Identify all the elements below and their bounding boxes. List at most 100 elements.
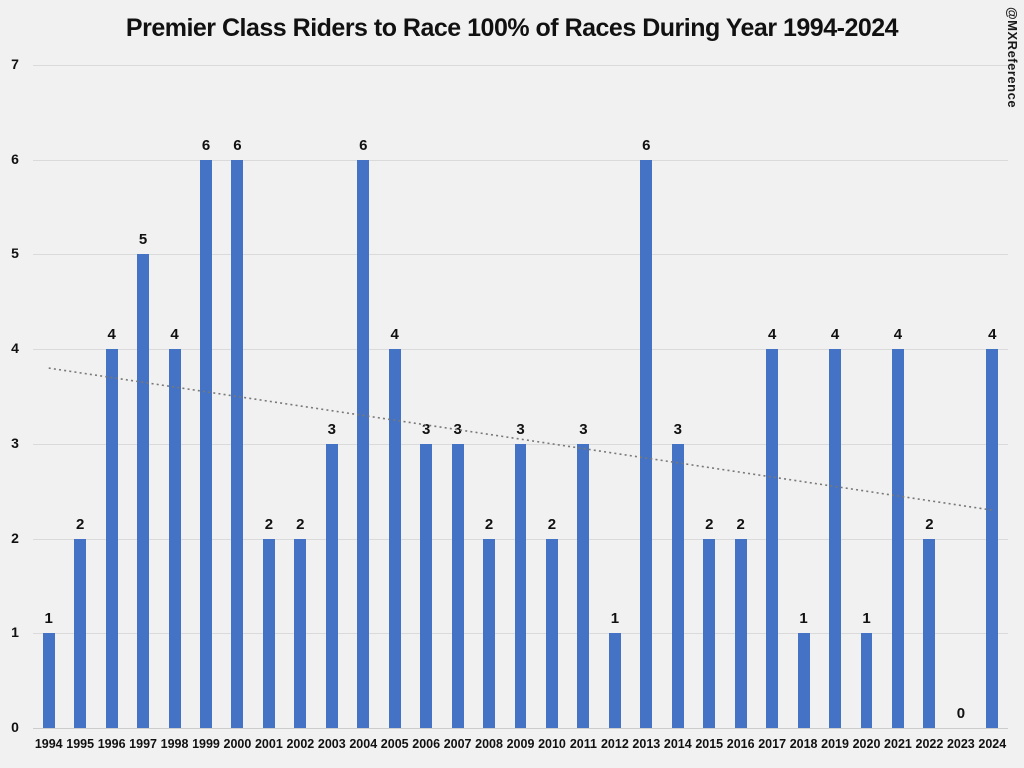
y-tick-5: 5 <box>11 245 19 262</box>
data-label-2014: 3 <box>673 420 682 438</box>
data-label-1994: 1 <box>44 610 53 628</box>
bar-group-2017: 4 <box>756 65 787 728</box>
y-tick-1: 1 <box>11 624 19 641</box>
x-tick-2001: 2001 <box>254 737 283 751</box>
bar-2012 <box>608 633 621 728</box>
data-label-2017: 4 <box>767 326 777 344</box>
bar-group-2006: 3 <box>410 65 441 728</box>
bar-1995 <box>74 538 87 728</box>
watermark: @MXReference <box>1005 7 1020 109</box>
bar-2024 <box>986 349 999 728</box>
bar-group-1999: 6 <box>190 65 221 728</box>
y-tick-2: 2 <box>11 529 19 546</box>
bar-1994 <box>42 633 55 728</box>
bar-group-2005: 4 <box>379 65 410 728</box>
data-label-2002: 2 <box>296 515 305 533</box>
bar-group-1995: 2 <box>64 65 95 728</box>
bar-1999 <box>200 159 212 728</box>
bar-2001 <box>262 538 275 728</box>
bar-2008 <box>483 538 496 728</box>
bar-1996 <box>105 349 118 728</box>
bar-2017 <box>766 349 779 728</box>
bar-2000 <box>231 159 244 728</box>
x-tick-2015: 2015 <box>695 737 724 751</box>
bar-group-2011: 3 <box>568 65 599 728</box>
x-tick-2008: 2008 <box>475 737 503 751</box>
data-label-2020: 1 <box>862 610 871 628</box>
bar-2003 <box>325 443 338 728</box>
data-label-2018: 1 <box>799 610 808 628</box>
x-tick-2014: 2014 <box>663 737 692 751</box>
x-tick-2011: 2011 <box>569 737 597 751</box>
x-tick-2003: 2003 <box>317 737 346 751</box>
data-label-2007: 3 <box>453 420 462 438</box>
data-label-2001: 2 <box>264 515 274 533</box>
bar-group-2019: 4 <box>819 65 850 728</box>
bar-2009 <box>514 443 527 728</box>
bar-group-1994: 1 <box>33 65 64 728</box>
bar-group-2016: 2 <box>725 65 756 728</box>
data-label-2015: 2 <box>705 515 714 533</box>
data-label-2012: 1 <box>610 610 620 628</box>
bar-2013 <box>640 159 653 728</box>
chart-title: Premier Class Riders to Race 100% of Rac… <box>125 14 899 42</box>
bar-group-2002: 2 <box>285 65 316 728</box>
data-label-2013: 6 <box>642 136 651 154</box>
bar-2018 <box>797 633 810 728</box>
bar-group-2014: 3 <box>662 65 693 728</box>
gridline-7 <box>33 65 1008 66</box>
bar-2007 <box>451 443 464 728</box>
x-tick-2005: 2005 <box>380 737 409 751</box>
data-label-1995: 2 <box>76 515 85 533</box>
bar-2006 <box>420 443 433 728</box>
bar-2004 <box>357 159 370 728</box>
data-label-1997: 5 <box>138 231 148 249</box>
bar-2020 <box>860 633 873 728</box>
bar-2015 <box>703 538 716 728</box>
data-label-2008: 2 <box>484 515 494 533</box>
bar-group-2004: 6 <box>348 65 379 728</box>
bar-group-2012: 1 <box>599 65 630 728</box>
bar-group-2018: 1 <box>788 65 819 728</box>
x-tick-2019: 2019 <box>821 737 849 751</box>
bar-group-2021: 4 <box>882 65 913 728</box>
data-label-2019: 4 <box>830 326 840 344</box>
x-tick-2013: 2013 <box>632 737 661 751</box>
x-tick-2006: 2006 <box>412 737 441 751</box>
bar-group-2000: 6 <box>222 65 253 728</box>
bar-2011 <box>577 443 590 728</box>
gridline-4 <box>33 349 1008 351</box>
bars: 1 2 4 5 4 6 6 2 2 3 6 4 3 3 2 3 2 3 1 6 3 2 2 4 1 4 1 4 2 0 4 <box>33 65 1008 728</box>
data-label-2009: 3 <box>516 420 525 438</box>
bar-2002 <box>294 538 307 728</box>
y-tick-4: 4 <box>11 340 19 357</box>
x-tick-2020: 2020 <box>852 737 881 751</box>
bar-2005 <box>388 349 401 728</box>
x-tick-1998: 1998 <box>160 737 189 751</box>
x-tick-1995: 1995 <box>66 737 95 751</box>
y-tick-7: 7 <box>11 56 19 72</box>
bar-group-2003: 3 <box>316 65 347 728</box>
data-label-2004: 6 <box>359 136 368 154</box>
x-tick-2010: 2010 <box>538 737 566 751</box>
data-label-2005: 4 <box>390 326 399 344</box>
plot-area: 1 2 4 5 4 6 6 2 2 3 6 4 3 3 2 3 2 3 1 6 3 2 2 4 1 4 1 4 2 0 4 <box>33 65 1008 729</box>
y-tick-0: 0 <box>11 719 19 735</box>
x-tick-2021: 2021 <box>884 737 912 751</box>
bar-group-2008: 2 <box>473 65 504 728</box>
y-tick-3: 3 <box>11 434 19 451</box>
bar-group-2024: 4 <box>977 65 1008 728</box>
bar-2019 <box>829 349 842 728</box>
x-tick-2007: 2007 <box>443 737 472 751</box>
bar-group-2007: 3 <box>442 65 473 728</box>
bar-2010 <box>546 538 558 728</box>
x-tick-2000: 2000 <box>223 737 252 751</box>
bar-group-2022: 2 <box>914 65 945 728</box>
y-tick-6: 6 <box>11 150 19 167</box>
data-label-2000: 6 <box>233 136 242 154</box>
data-label-2021: 4 <box>893 326 903 344</box>
data-label-2024: 4 <box>988 326 997 344</box>
data-label-1998: 4 <box>170 326 179 344</box>
bar-group-1996: 4 <box>96 65 127 728</box>
x-tick-1994: 1994 <box>34 737 63 751</box>
